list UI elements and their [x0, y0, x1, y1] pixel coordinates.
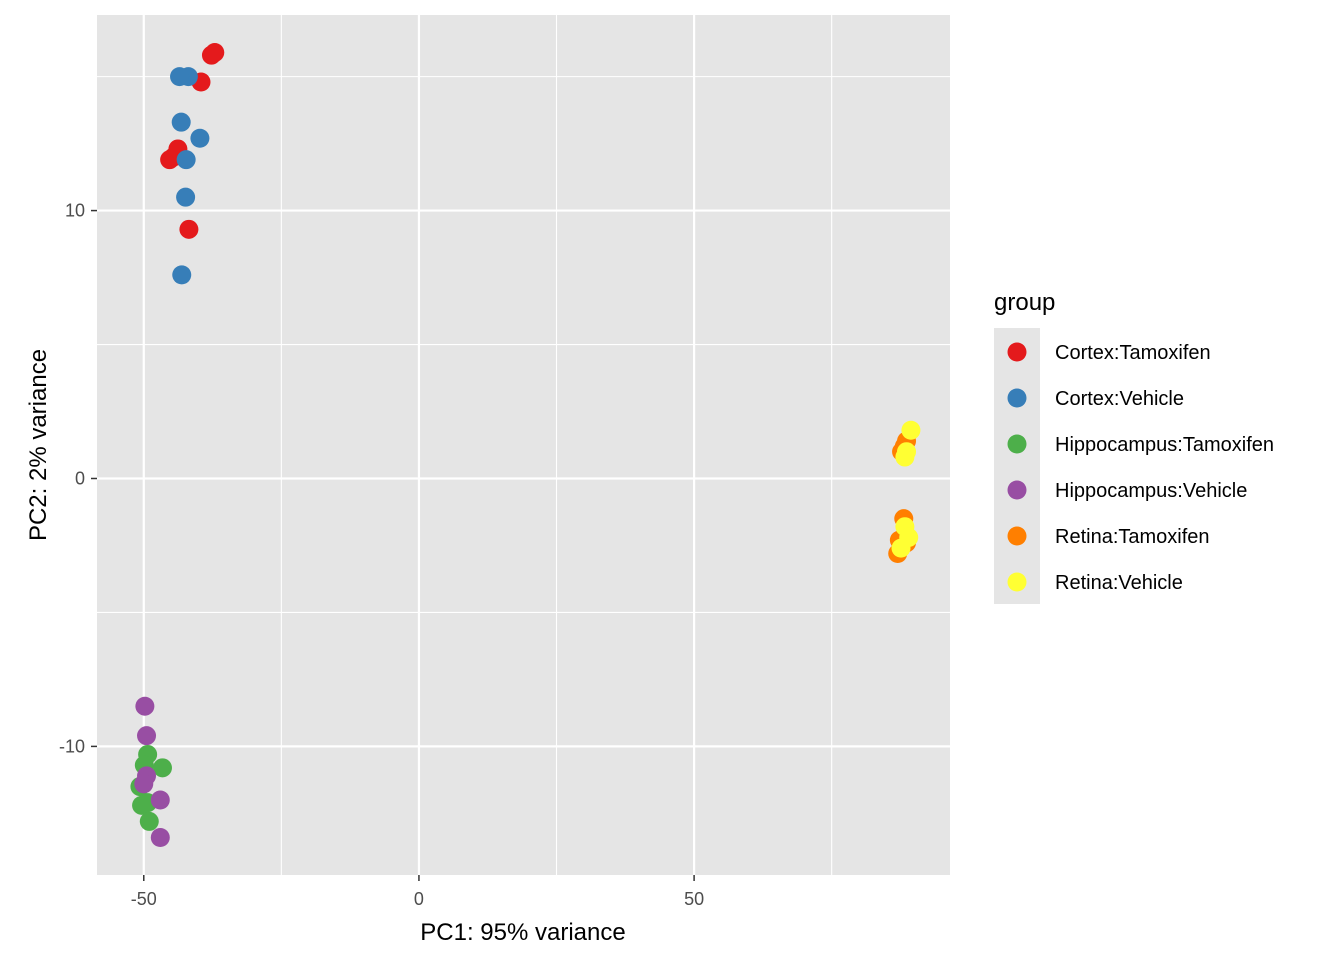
legend-label: Cortex:Vehicle	[1055, 388, 1184, 410]
data-points	[130, 43, 921, 847]
data-point	[150, 790, 170, 810]
legend-key	[1007, 388, 1027, 408]
legend-label: Cortex:Tamoxifen	[1055, 342, 1211, 364]
data-point	[895, 447, 915, 467]
legend-key-background	[994, 328, 1040, 604]
data-point	[171, 112, 191, 132]
y-tick-label: -10	[59, 736, 85, 756]
data-point	[190, 128, 210, 148]
y-tick-label: 10	[65, 201, 85, 221]
legend-label: Retina:Tamoxifen	[1055, 526, 1210, 548]
data-point	[135, 696, 155, 716]
minor-gridlines	[97, 15, 950, 875]
data-point	[134, 774, 154, 794]
y-axis-ticks: -10 0 10	[59, 201, 97, 756]
x-tick-label: -50	[131, 889, 157, 909]
data-point	[201, 45, 221, 65]
legend-label: Hippocampus:Tamoxifen	[1055, 434, 1274, 456]
legend-title: group	[994, 289, 1055, 316]
legend-items: Cortex:Tamoxifen Cortex:Vehicle Hippocampu…	[1007, 342, 1274, 594]
data-point	[170, 67, 190, 87]
data-point	[901, 420, 921, 440]
legend-label: Retina:Vehicle	[1055, 572, 1183, 594]
y-axis-title: PC2: 2% variance	[25, 349, 52, 541]
x-axis-ticks: -50 0 50	[131, 875, 704, 909]
plot-panel	[97, 15, 950, 875]
x-tick-label: 0	[414, 889, 424, 909]
data-point	[150, 827, 170, 847]
y-tick-label: 0	[75, 468, 85, 488]
legend-key	[1007, 434, 1027, 454]
data-point	[891, 538, 911, 558]
data-point	[172, 265, 192, 285]
legend-key	[1007, 572, 1027, 592]
legend-label: Hippocampus:Vehicle	[1055, 480, 1247, 502]
data-point	[176, 150, 196, 170]
data-point	[179, 219, 199, 239]
x-tick-label: 50	[684, 889, 704, 909]
legend-key	[1007, 526, 1027, 546]
data-point	[137, 726, 157, 746]
data-point	[139, 811, 159, 831]
legend-key	[1007, 480, 1027, 500]
x-axis-title: PC1: 95% variance	[420, 919, 625, 946]
data-point	[152, 758, 172, 778]
data-point	[176, 187, 196, 207]
legend-key	[1007, 342, 1027, 362]
legend: group Cortex:Tamoxifen Cortex:Vehicle Hipp…	[994, 289, 1274, 604]
